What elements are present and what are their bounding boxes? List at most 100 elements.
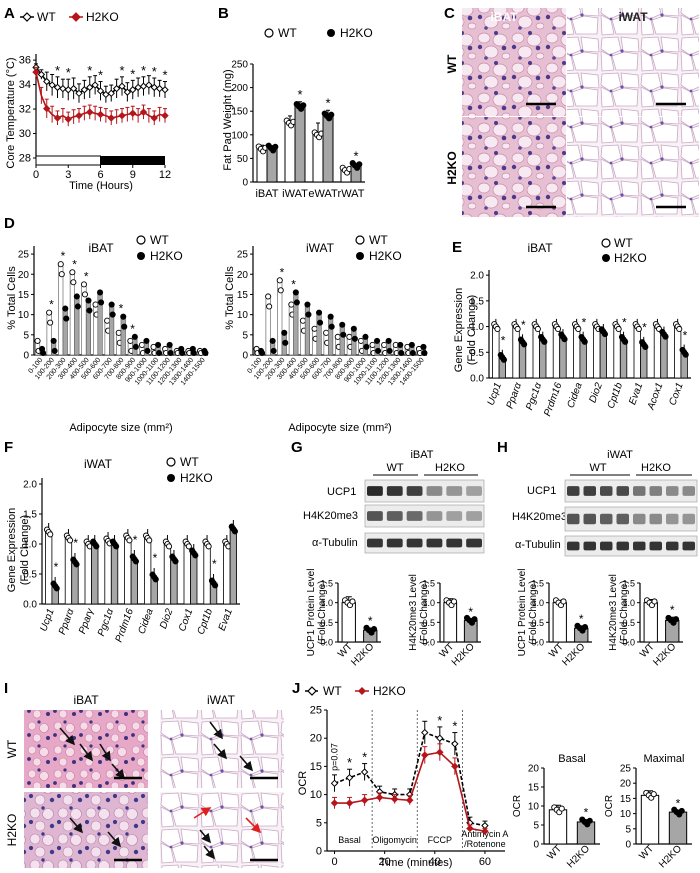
panel-h-ucp1-y-tick-label: 0.5 <box>531 618 544 628</box>
panel-a-point <box>75 89 83 98</box>
panel-g-blot-band <box>406 486 423 496</box>
panel-j-legend: WT H2KO <box>305 684 406 698</box>
panel-d-ibat-title: iBAT <box>88 241 114 255</box>
panel-b-chart: 0 50 100 150 200 250 iBAT iWAT * eWAT * rWAT * <box>231 60 365 200</box>
panel-j-basal-x-tick-label: WT <box>545 843 564 862</box>
panel-d-ibat-point <box>131 333 138 340</box>
panel-j-basal-x-tick-label: H2KO <box>565 843 592 870</box>
panel-i-row-h2ko: H2KO <box>5 814 19 847</box>
panel-d-iwat-point <box>350 325 357 332</box>
panel-e-ylabel-line1: Gene Expression <box>453 288 465 372</box>
panel-d-iwat-bar-h2ko <box>339 326 345 356</box>
panel-d-iwat-point <box>281 329 288 336</box>
panel-d-ibat-point <box>34 337 41 344</box>
panel-h-ucp1-y-tick-label: 0.0 <box>531 638 544 648</box>
panel-h-blot-band <box>633 513 646 525</box>
panel-e-point <box>662 333 669 340</box>
panel-c-iwat-wt-image <box>567 8 699 116</box>
panel-c-row-h2ko: H2KO <box>445 151 459 184</box>
panel-h-ucp1-point <box>560 598 567 605</box>
panel-j-maximal-y-tick-label: 10 <box>620 809 632 820</box>
panel-i-iwat-wt-image <box>160 710 284 788</box>
panel-f-bar-h2ko <box>110 543 119 605</box>
panel-d-ibat-point <box>127 337 134 344</box>
panel-d-iwat-y-tick-label: 0 <box>242 351 248 362</box>
panel-e-significance-star: * <box>642 321 647 335</box>
panel-g-blot-band <box>406 538 423 548</box>
panel-j-point <box>481 827 489 835</box>
panel-j-maximal-y-tick-label: 5 <box>625 824 631 835</box>
panel-b-x-tick-label: iBAT <box>255 188 278 200</box>
panel-a-point <box>43 77 51 86</box>
panel-d-legend-h2ko-1: H2KO <box>150 249 183 263</box>
panel-d-iwat-point <box>369 341 376 348</box>
panel-d-ibat-y-tick-label: 5 <box>23 330 29 341</box>
panel-f-point <box>205 543 212 550</box>
panel-g-ucp1-x-tick-label: H2KO <box>349 641 376 668</box>
panel-a-x-tick-label: 3 <box>65 169 71 181</box>
panel-d-iwat-bar-wt <box>311 330 318 356</box>
panel-d-iwat-bar-h2ko <box>351 330 357 356</box>
panel-a-point <box>107 89 115 98</box>
panel-d-legend-1: WT H2KO <box>136 233 183 263</box>
panel-h-blot-band <box>600 513 613 525</box>
panel-h-blot-band <box>583 513 596 525</box>
panel-h-band-h4k20me3: H4K20me3 <box>512 511 567 523</box>
panel-d-ibat-point <box>115 329 122 336</box>
panel-j-basal-y-tick-label: 20 <box>528 764 540 775</box>
panel-g-band-tubulin: α-Tubulin <box>312 537 358 549</box>
panel-b-letter: B <box>218 5 229 22</box>
panel-h-blot-band <box>682 486 695 496</box>
panel-j-x-tick-label: 40 <box>429 856 441 868</box>
panel-j-x-tick-label: 0 <box>331 856 337 868</box>
panel-d-ibat-point <box>98 299 105 306</box>
panel-d-ibat-point <box>121 323 128 330</box>
panel-e-bar-wt <box>532 326 540 379</box>
panel-e-x-tick-label: Pgc1α <box>524 381 544 412</box>
panel-e-point <box>561 336 568 343</box>
panel-d-ylabel-2: % Total Cells <box>224 266 236 330</box>
panel-g-ucp1-point <box>370 625 378 633</box>
panel-e-significance-star: * <box>622 316 627 330</box>
panel-a-y-tick-label: 30 <box>19 128 31 140</box>
panel-a-point <box>118 111 126 120</box>
panel-h-h4k20-bar <box>643 602 658 643</box>
panel-j-legend-wt: WT <box>323 684 342 698</box>
panel-d-ibat-point <box>144 347 151 354</box>
panel-f-point <box>152 576 159 583</box>
panel-i: iBAT iWAT WT H2KO <box>5 693 284 868</box>
panel-d-iwat-point <box>340 331 347 338</box>
panel-d-iwat-point <box>316 319 324 326</box>
panel-d-iwat-point <box>362 333 369 340</box>
panel-g-h4k20-y-tick-label: 1.0 <box>422 598 435 608</box>
panel-f-point <box>93 543 100 550</box>
panel-j-pvalue-label: p=0.07 <box>330 743 340 771</box>
panel-e-bar-wt <box>492 326 500 379</box>
panel-d-ibat-point <box>179 349 186 357</box>
panel-g-blot-strip <box>364 532 485 554</box>
panel-a-point <box>123 88 132 96</box>
panel-j-significance-star: * <box>437 713 442 728</box>
panel-c-letter: C <box>444 5 455 22</box>
panel-d-ibat-point <box>202 349 209 357</box>
panel-a-significance-star: * <box>130 66 135 81</box>
panel-j-maximal-x-tick-label: H2KO <box>657 843 684 870</box>
panel-a-significance-star: * <box>66 65 71 80</box>
panel-f-bar-h2ko <box>190 552 198 605</box>
panel-d-ibat-point <box>104 317 111 324</box>
panel-d-iwat-point <box>381 341 388 348</box>
panel-f-x-tick-label: Cox1 <box>177 607 195 633</box>
panel-d-ibat-point <box>40 349 47 357</box>
panel-g-ucp1-ylabel: UCP1 Protein Level <box>306 569 317 657</box>
panel-c-row-wt: WT <box>445 54 459 73</box>
panel-g-ucp1-ylabel-unit: (Fold Change) <box>317 581 328 645</box>
panel-j-maximal-chart: 0 5 10 15 20 25 WT H2KO * OCR Maximal <box>604 753 692 870</box>
panel-c-ibat-wt-image <box>462 8 566 116</box>
panel-j-basal-y-tick-label: 5 <box>533 821 539 832</box>
panel-a-dark-bar <box>100 156 165 165</box>
